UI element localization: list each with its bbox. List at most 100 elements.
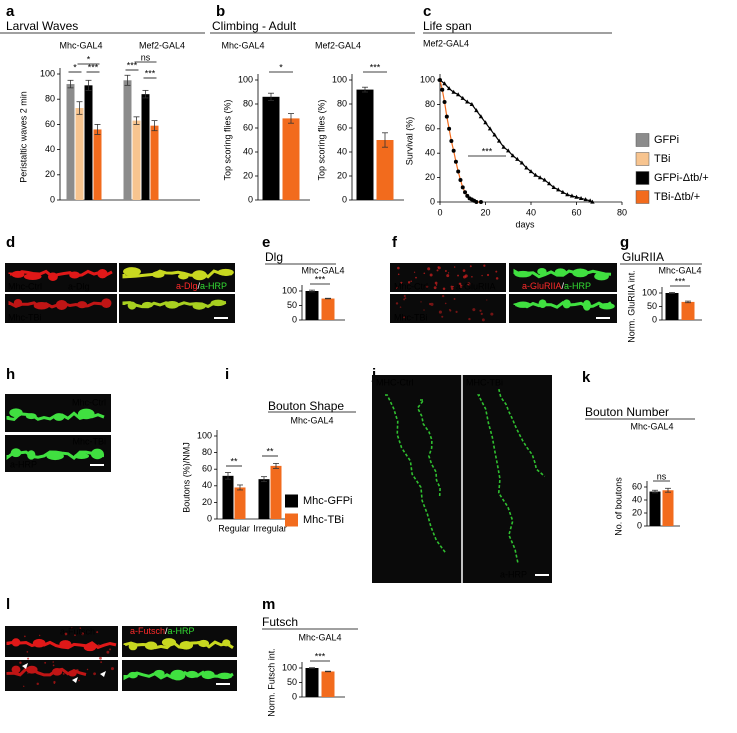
speck bbox=[481, 318, 485, 322]
bar bbox=[141, 94, 150, 200]
point bbox=[487, 126, 493, 131]
y-tick-label: 20 bbox=[632, 507, 642, 517]
significance-label: *** bbox=[145, 68, 156, 78]
point bbox=[465, 99, 470, 104]
speck bbox=[479, 309, 482, 312]
point bbox=[442, 99, 447, 104]
speck bbox=[462, 269, 466, 272]
bouton bbox=[76, 301, 88, 309]
speck bbox=[469, 265, 472, 268]
bouton bbox=[177, 273, 189, 280]
speck bbox=[23, 635, 26, 638]
bouton bbox=[594, 272, 609, 281]
speck bbox=[81, 632, 85, 636]
bouton bbox=[217, 268, 234, 276]
x-tick-label: 80 bbox=[617, 207, 627, 217]
subtitle: Mhc-GAL4 bbox=[630, 421, 673, 431]
bouton bbox=[77, 408, 95, 420]
point bbox=[560, 189, 566, 194]
bouton bbox=[151, 271, 165, 278]
micrograph bbox=[122, 626, 237, 657]
significance-label: *** bbox=[370, 62, 381, 72]
speck bbox=[26, 651, 29, 653]
speck bbox=[36, 682, 39, 686]
bar bbox=[123, 80, 132, 200]
merge-name: a-HRP bbox=[564, 281, 591, 291]
bouton bbox=[554, 268, 567, 275]
point bbox=[451, 89, 456, 94]
bar bbox=[305, 291, 319, 320]
bouton bbox=[201, 670, 215, 680]
speck bbox=[427, 267, 431, 271]
merge-name: a-HRP bbox=[168, 626, 195, 636]
bouton bbox=[46, 452, 64, 461]
stain-name: a-Dlg bbox=[176, 281, 198, 291]
point bbox=[456, 169, 461, 174]
bouton bbox=[198, 639, 210, 648]
error-bar bbox=[142, 89, 149, 99]
panel-letter: j bbox=[371, 366, 376, 383]
significance-label: * bbox=[73, 62, 77, 72]
bouton bbox=[216, 672, 233, 680]
y-tick-label: 80 bbox=[45, 94, 55, 104]
panel-letter: b bbox=[216, 3, 225, 20]
speck bbox=[438, 310, 442, 314]
bouton bbox=[185, 670, 199, 679]
y-tick-label: 20 bbox=[337, 170, 347, 180]
speck bbox=[75, 669, 79, 672]
speck bbox=[38, 634, 41, 637]
significance-label: *** bbox=[315, 274, 326, 284]
bouton bbox=[25, 413, 37, 420]
speck bbox=[471, 275, 473, 278]
bouton bbox=[83, 643, 97, 652]
row-label: Mhc-TBi bbox=[8, 312, 42, 322]
x-tick-label: 20 bbox=[480, 207, 490, 217]
point bbox=[469, 102, 475, 106]
speck bbox=[425, 285, 429, 288]
speck bbox=[434, 281, 438, 285]
error-bar bbox=[288, 113, 294, 124]
bouton bbox=[90, 448, 104, 460]
point bbox=[537, 175, 543, 180]
error-bar bbox=[151, 120, 158, 132]
error-bar bbox=[382, 132, 388, 148]
stain-label: a-HRP bbox=[500, 569, 527, 579]
row-label: Mhc-TBi bbox=[394, 312, 428, 322]
y-tick-label: 0 bbox=[207, 513, 212, 523]
bar bbox=[66, 84, 75, 200]
error-bar bbox=[225, 472, 231, 480]
y-tick-label: 20 bbox=[243, 170, 253, 180]
column-label: MHC-Ctrl bbox=[376, 377, 414, 387]
error-bar bbox=[124, 74, 131, 86]
bouton bbox=[11, 638, 21, 647]
point bbox=[542, 177, 547, 182]
group-label: Mhc-GAL4 bbox=[59, 40, 102, 50]
y-tick-label: 100 bbox=[332, 74, 347, 84]
error-bar bbox=[665, 487, 671, 493]
bouton bbox=[13, 298, 23, 307]
bouton bbox=[74, 452, 90, 460]
separator: / bbox=[165, 626, 168, 636]
speck bbox=[74, 634, 76, 637]
speck bbox=[400, 281, 403, 284]
bar bbox=[262, 96, 280, 200]
neurite bbox=[122, 269, 233, 279]
bouton bbox=[10, 448, 22, 458]
panel-letter: k bbox=[582, 369, 591, 386]
point bbox=[528, 169, 534, 174]
speck bbox=[447, 272, 450, 274]
point bbox=[474, 200, 479, 204]
subtitle: Mef2-GAL4 bbox=[315, 40, 361, 50]
bar bbox=[270, 465, 282, 519]
y-axis-label: Survival (%) bbox=[404, 117, 414, 166]
bouton bbox=[11, 270, 25, 278]
error-bar bbox=[237, 484, 243, 491]
panel-title: Climbing - Adult bbox=[212, 19, 297, 33]
significance-label: * bbox=[279, 62, 283, 72]
stain-label: a-Dlg bbox=[68, 281, 90, 291]
panel-letter: l bbox=[6, 596, 10, 613]
row-label: Mhc-TBi bbox=[73, 436, 107, 446]
y-tick-label: 100 bbox=[238, 74, 253, 84]
bouton bbox=[127, 301, 137, 310]
